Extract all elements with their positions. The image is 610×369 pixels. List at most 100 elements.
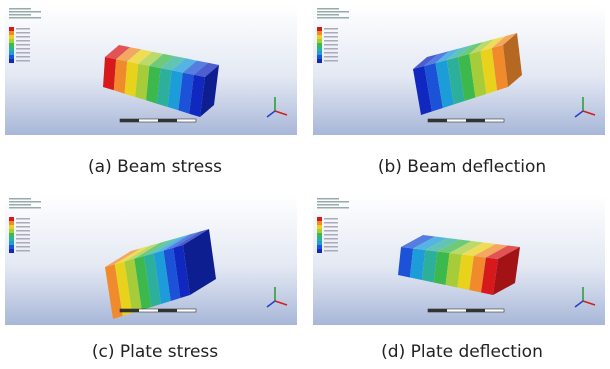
legend-swatch — [317, 241, 322, 245]
header-text — [9, 14, 31, 16]
header-text — [9, 11, 41, 13]
header-text — [317, 8, 339, 10]
legend-swatch — [317, 229, 322, 233]
legend-swatch — [9, 249, 14, 253]
header-text — [9, 198, 31, 200]
header-text — [9, 207, 41, 209]
legend-swatch — [317, 225, 322, 229]
legend-swatch — [9, 221, 14, 225]
legend-text — [324, 250, 338, 252]
legend-swatch — [317, 237, 322, 241]
legend-text — [16, 48, 30, 50]
header-text — [317, 11, 349, 13]
legend-swatch — [9, 241, 14, 245]
legend-text — [16, 52, 30, 54]
legend-text — [16, 238, 30, 240]
legend-text — [324, 222, 338, 224]
legend-text — [324, 28, 338, 30]
legend-text — [16, 36, 30, 38]
legend-text — [16, 222, 30, 224]
legend-swatch — [9, 43, 14, 47]
legend-text — [16, 250, 30, 252]
header-text — [317, 198, 339, 200]
scale-bar-fill — [120, 119, 139, 122]
legend-swatch — [317, 221, 322, 225]
legend-text — [16, 242, 30, 244]
legend-swatch — [9, 47, 14, 51]
legend-text — [16, 230, 30, 232]
header-text — [317, 204, 339, 206]
scale-bar-fill — [466, 309, 485, 312]
caption: (c) Plate stress — [92, 342, 218, 362]
scale-bar-fill — [428, 119, 447, 122]
legend-text — [324, 48, 338, 50]
header-text — [317, 201, 349, 203]
front-segment — [103, 57, 116, 90]
legend-text — [324, 36, 338, 38]
legend-swatch — [317, 233, 322, 237]
legend-text — [16, 218, 30, 220]
legend-swatch — [9, 35, 14, 39]
legend-swatch — [317, 55, 322, 59]
legend-text — [324, 234, 338, 236]
screenshot-panel — [5, 5, 297, 135]
legend-text — [16, 56, 30, 58]
scale-bar-fill — [158, 309, 177, 312]
legend-text — [324, 32, 338, 34]
legend-text — [324, 238, 338, 240]
caption: (b) Beam deflection — [378, 157, 546, 177]
scale-bar-fill — [158, 119, 177, 122]
legend-swatch — [317, 217, 322, 221]
header-text — [9, 8, 31, 10]
legend-swatch — [9, 225, 14, 229]
scale-bar-fill — [466, 119, 485, 122]
legend-swatch — [317, 51, 322, 55]
legend-text — [324, 60, 338, 62]
legend-text — [16, 246, 30, 248]
legend-text — [16, 234, 30, 236]
screenshot-panel — [5, 195, 297, 325]
legend-text — [16, 226, 30, 228]
legend-text — [16, 32, 30, 34]
caption: (d) Plate deflection — [381, 342, 543, 362]
legend-text — [324, 44, 338, 46]
legend-swatch — [317, 27, 322, 31]
figure: (a) Beam stress (b) Beam deflection (c) … — [0, 0, 610, 369]
legend-swatch — [9, 229, 14, 233]
header-text — [317, 17, 349, 19]
legend-text — [324, 56, 338, 58]
legend-swatch — [317, 35, 322, 39]
legend-text — [324, 230, 338, 232]
legend-swatch — [317, 249, 322, 253]
legend-swatch — [9, 27, 14, 31]
legend-swatch — [317, 47, 322, 51]
legend-text — [16, 60, 30, 62]
legend-text — [16, 28, 30, 30]
header-text — [9, 201, 41, 203]
legend-swatch — [9, 55, 14, 59]
legend-swatch — [9, 59, 14, 63]
legend-text — [324, 218, 338, 220]
scale-bar-fill — [428, 309, 447, 312]
legend-text — [16, 40, 30, 42]
legend-text — [324, 40, 338, 42]
legend-text — [16, 44, 30, 46]
legend-text — [324, 246, 338, 248]
legend-text — [324, 242, 338, 244]
legend-swatch — [317, 39, 322, 43]
legend-swatch — [9, 217, 14, 221]
header-text — [317, 14, 339, 16]
legend-swatch — [9, 233, 14, 237]
legend-text — [324, 52, 338, 54]
header-text — [317, 207, 349, 209]
scale-bar-fill — [120, 309, 139, 312]
caption: (a) Beam stress — [88, 157, 222, 177]
legend-swatch — [9, 51, 14, 55]
legend-swatch — [9, 39, 14, 43]
legend-swatch — [317, 245, 322, 249]
header-text — [9, 204, 31, 206]
legend-text — [324, 226, 338, 228]
legend-swatch — [317, 43, 322, 47]
legend-swatch — [317, 59, 322, 63]
legend-swatch — [9, 31, 14, 35]
